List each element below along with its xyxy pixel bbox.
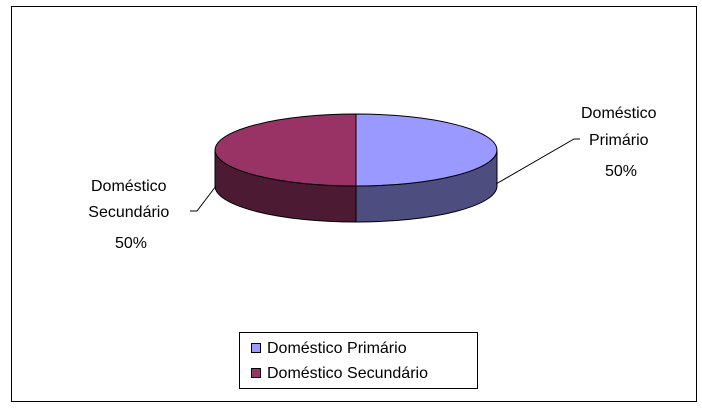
- leader-line-domestico-secundario: [190, 185, 217, 212]
- data-label-line-1: Doméstico: [91, 178, 167, 195]
- data-label-line-1: Doméstico: [581, 105, 657, 122]
- legend-label-domestico-secundario[interactable]: Doméstico Secundário: [267, 365, 428, 382]
- leader-line-domestico-primario: [495, 138, 580, 185]
- data-label-value: 50%: [115, 235, 147, 252]
- data-label-value: 50%: [605, 163, 637, 180]
- data-label-domestico-secundario: Doméstico Secundário 50%: [88, 178, 173, 252]
- slice-domestico-secundario[interactable]: [214, 113, 357, 187]
- legend: Doméstico Primário Doméstico Secundário: [239, 332, 478, 389]
- slice-domestico-primario[interactable]: [355, 113, 498, 187]
- legend-label-domestico-primario[interactable]: Doméstico Primário: [267, 340, 407, 357]
- legend-swatch-domestico-secundario: [251, 368, 261, 378]
- pie-tops: [214, 113, 498, 187]
- legend-box: [239, 332, 478, 389]
- legend-swatch-domestico-primario: [251, 343, 261, 353]
- data-label-line-2: Primário: [589, 132, 649, 149]
- data-label-domestico-primario: Doméstico Primário 50%: [581, 105, 661, 180]
- data-label-line-2: Secundário: [88, 204, 169, 221]
